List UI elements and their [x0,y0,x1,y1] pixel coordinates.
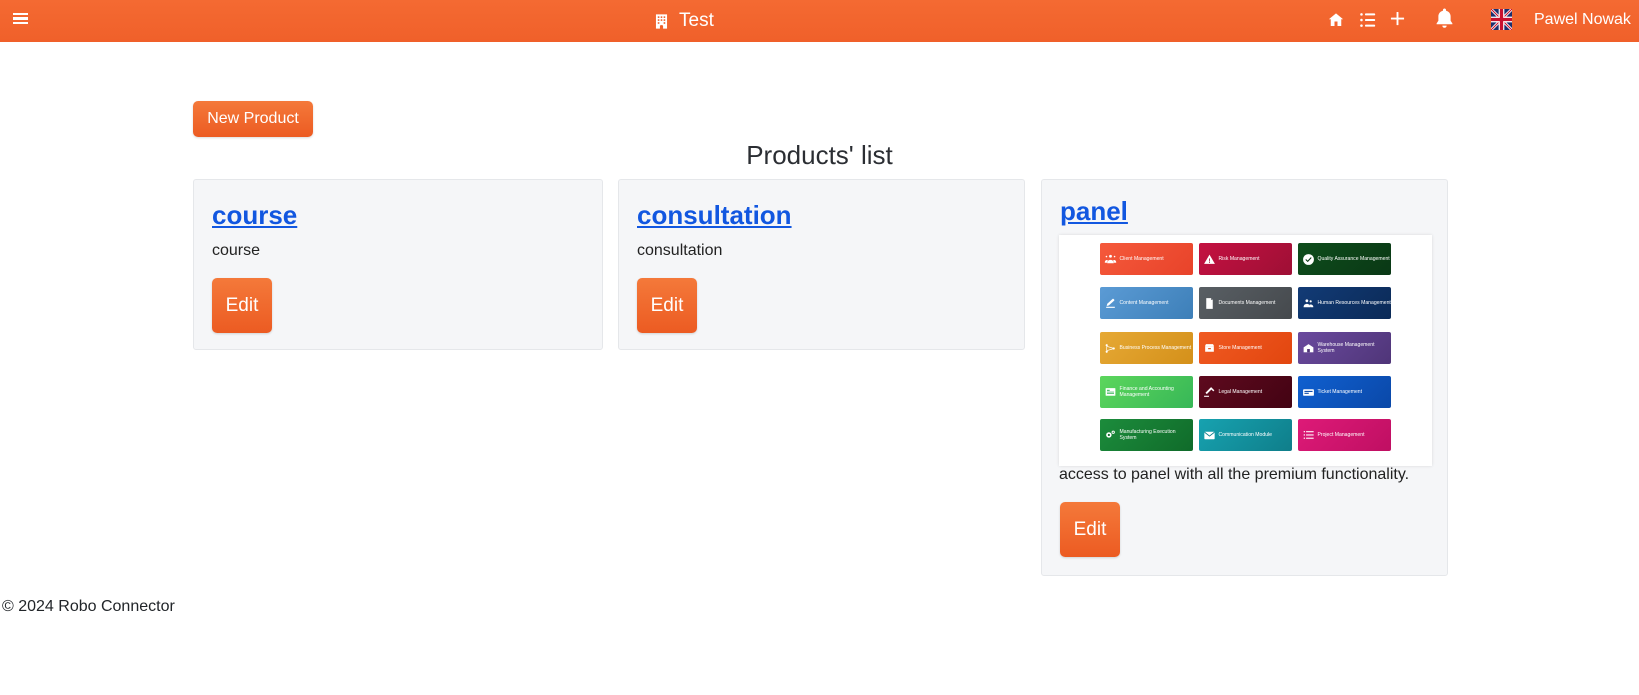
svg-text:!: ! [1209,258,1211,264]
